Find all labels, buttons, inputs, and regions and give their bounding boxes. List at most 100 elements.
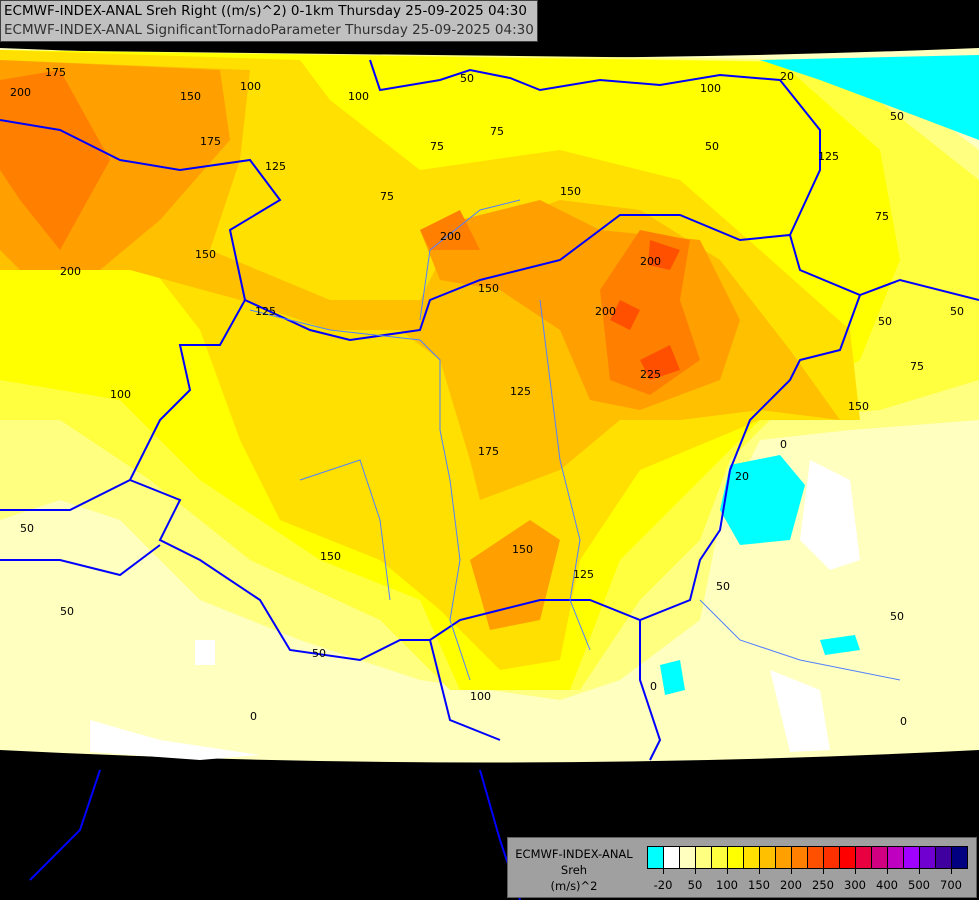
contour-label: 75 <box>490 125 504 138</box>
contour-label: 150 <box>512 543 533 556</box>
legend-tick <box>823 869 824 874</box>
legend-swatch <box>648 847 664 868</box>
legend-swatch <box>872 847 888 868</box>
contour-label: 50 <box>312 647 326 660</box>
contour-label: 50 <box>20 522 34 535</box>
contour-label: 20 <box>735 470 749 483</box>
legend-swatch <box>712 847 728 868</box>
contour-label: 125 <box>818 150 839 163</box>
legend-swatch <box>728 847 744 868</box>
contour-label: 200 <box>60 265 81 278</box>
legend-swatch <box>744 847 760 868</box>
contour-label: 100 <box>110 388 131 401</box>
title-line-2: ECMWF-INDEX-ANAL SignificantTornadoParam… <box>4 22 534 38</box>
contour-label: 75 <box>910 360 924 373</box>
contour-label: 150 <box>848 400 869 413</box>
contour-label: 50 <box>460 72 474 85</box>
sreh-field-200 <box>0 70 700 395</box>
contour-label: 200 <box>595 305 616 318</box>
legend-tick <box>855 869 856 874</box>
contour-label: 100 <box>700 82 721 95</box>
contour-label: 175 <box>200 135 221 148</box>
contour-label: 175 <box>45 66 66 79</box>
legend-tick-label: -20 <box>653 878 673 892</box>
legend-tick-label: 150 <box>748 878 770 892</box>
contour-label: 0 <box>650 680 657 693</box>
contour-label: 200 <box>640 255 661 268</box>
contour-label: 200 <box>440 230 461 243</box>
contour-label: 75 <box>380 190 394 203</box>
legend-tick-label: 100 <box>716 878 738 892</box>
legend-unit: (m/s)^2 <box>550 879 598 893</box>
legend-tick-label: 500 <box>908 878 930 892</box>
sreh-field-negative <box>660 55 979 750</box>
contour-label: 0 <box>780 438 787 451</box>
legend-tick <box>791 869 792 874</box>
contour-label: 150 <box>320 550 341 563</box>
legend-ticks: -20 50 100 150 200 250 300 400 500 700 <box>647 869 969 893</box>
legend-tick-label: 700 <box>940 878 962 892</box>
contour-label: 50 <box>890 610 904 623</box>
legend-swatch <box>680 847 696 868</box>
contour-label: 100 <box>470 690 491 703</box>
legend-tick-label: 400 <box>876 878 898 892</box>
contour-label: 50 <box>705 140 719 153</box>
legend-swatch <box>808 847 824 868</box>
legend-tick-label: 200 <box>780 878 802 892</box>
legend-tick <box>951 869 952 874</box>
color-legend: ECMWF-INDEX-ANAL Sreh (m/s)^2 -20 50 100 15… <box>507 837 977 898</box>
sreh-field-225 <box>610 240 680 380</box>
title-box: ECMWF-INDEX-ANAL Sreh Right ((m/s)^2) 0-… <box>0 0 538 42</box>
contour-label: 225 <box>640 368 661 381</box>
legend-tick <box>887 869 888 874</box>
legend-swatch <box>776 847 792 868</box>
rivers <box>249 199 901 681</box>
contour-label: 50 <box>60 605 74 618</box>
contour-label: 75 <box>875 210 889 223</box>
legend-tick <box>663 869 664 874</box>
legend-swatch <box>664 847 680 868</box>
contour-label: 200 <box>10 86 31 99</box>
legend-swatch <box>904 847 920 868</box>
contour-label: 50 <box>950 305 964 318</box>
legend-swatch <box>792 847 808 868</box>
legend-swatch <box>696 847 712 868</box>
contour-label: 100 <box>348 90 369 103</box>
contour-label: 75 <box>430 140 444 153</box>
contour-label: 20 <box>780 70 794 83</box>
legend-tick-label: 50 <box>687 878 703 892</box>
contour-label: 50 <box>878 315 892 328</box>
contour-label: 125 <box>573 568 594 581</box>
contour-label: 100 <box>240 80 261 93</box>
legend-tick-label: 250 <box>812 878 834 892</box>
contour-label: 150 <box>478 282 499 295</box>
legend-swatch <box>936 847 952 868</box>
contour-label: 50 <box>890 110 904 123</box>
legend-swatch <box>840 847 856 868</box>
legend-tick <box>695 869 696 874</box>
contour-label: 150 <box>180 90 201 103</box>
contour-label: 125 <box>265 160 286 173</box>
legend-swatch <box>856 847 872 868</box>
contour-label: 50 <box>716 580 730 593</box>
legend-swatch <box>824 847 840 868</box>
legend-variable: Sreh <box>560 863 588 877</box>
legend-model: ECMWF-INDEX-ANAL <box>515 847 633 861</box>
contour-label: 0 <box>900 715 907 728</box>
map-domain <box>0 48 979 763</box>
legend-tick <box>727 869 728 874</box>
legend-tick <box>759 869 760 874</box>
legend-color-bar <box>647 846 968 869</box>
country-borders <box>0 59 979 900</box>
legend-swatch <box>920 847 936 868</box>
legend-tick-label: 300 <box>844 878 866 892</box>
contour-label: 125 <box>255 305 276 318</box>
legend-swatch <box>888 847 904 868</box>
legend-swatch <box>952 847 967 868</box>
legend-swatch <box>760 847 776 868</box>
contour-label: 125 <box>510 385 531 398</box>
legend-name: ECMWF-INDEX-ANAL Sreh (m/s)^2 <box>508 846 640 894</box>
contour-label: 175 <box>478 445 499 458</box>
